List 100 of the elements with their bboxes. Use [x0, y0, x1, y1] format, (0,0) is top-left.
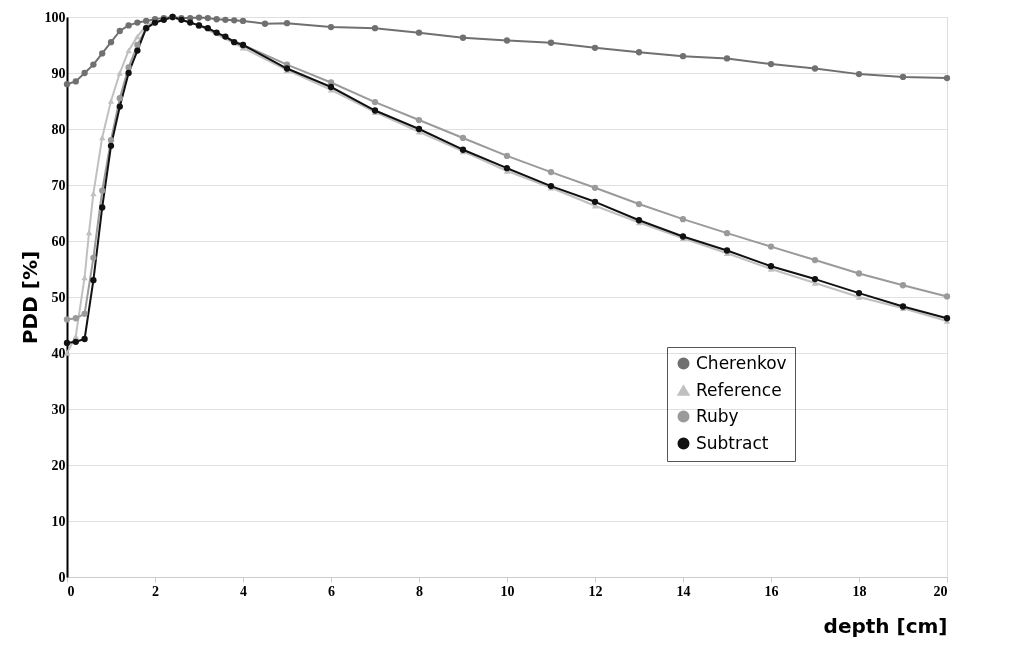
- point: [283, 20, 291, 27]
- y-tick-label: 80: [51, 121, 66, 137]
- point: [125, 22, 132, 29]
- point: [63, 316, 71, 323]
- x-tick-label: 16: [764, 583, 779, 599]
- point: [723, 230, 731, 237]
- point: [116, 27, 123, 35]
- point: [222, 16, 229, 23]
- point: [327, 83, 335, 91]
- point: [90, 277, 97, 284]
- point: [63, 81, 71, 88]
- point: [943, 293, 951, 300]
- point: [81, 335, 88, 343]
- y-tick-label: 90: [51, 65, 66, 81]
- y-tick-label: 40: [51, 345, 66, 361]
- point: [99, 187, 106, 194]
- x-tick-label: 12: [588, 583, 603, 599]
- point: [679, 216, 687, 223]
- point: [116, 70, 123, 76]
- point: [116, 103, 123, 110]
- point: [591, 198, 599, 205]
- x-tick-label: 10: [500, 583, 515, 599]
- point: [855, 289, 863, 297]
- point: [134, 47, 141, 54]
- point: [107, 39, 115, 46]
- point: [81, 69, 88, 77]
- legend-label: Reference: [696, 379, 782, 400]
- point: [213, 29, 220, 36]
- point: [899, 282, 907, 289]
- point: [371, 98, 379, 106]
- legend-label: Subtract: [696, 432, 769, 453]
- point: [204, 14, 211, 22]
- point: [503, 37, 511, 44]
- y-tick-label: 50: [51, 289, 66, 305]
- point: [635, 49, 643, 56]
- point: [231, 39, 238, 46]
- point: [459, 134, 467, 142]
- point: [371, 25, 379, 32]
- point: [125, 47, 132, 54]
- point: [107, 137, 115, 144]
- x-tick-label: 8: [416, 583, 423, 599]
- point: [679, 53, 687, 60]
- point: [99, 50, 106, 57]
- y-tick-label: 20: [51, 457, 66, 473]
- point: [415, 29, 423, 36]
- point: [90, 61, 97, 68]
- point: [767, 243, 775, 250]
- point: [547, 168, 555, 176]
- point: [85, 229, 93, 236]
- point: [261, 20, 269, 27]
- x-axis-title: depth [cm]: [823, 613, 948, 638]
- x-tick-label: 14: [676, 583, 691, 599]
- point: [125, 64, 132, 71]
- point: [855, 70, 863, 78]
- point: [213, 16, 220, 23]
- point: [459, 34, 467, 41]
- y-tick-label: 0: [58, 569, 66, 585]
- point: [143, 17, 150, 25]
- y-tick-label: 60: [51, 233, 66, 249]
- point: [107, 98, 115, 104]
- point: [72, 315, 79, 322]
- point: [204, 25, 211, 32]
- point: [327, 23, 335, 31]
- point: [591, 44, 599, 51]
- point: [134, 19, 141, 26]
- y-tick-label: 70: [51, 177, 66, 193]
- point: [90, 254, 97, 261]
- point: [811, 256, 819, 264]
- point: [187, 19, 194, 26]
- y-tick-label: 10: [51, 513, 66, 529]
- point: [635, 200, 643, 208]
- point: [72, 338, 79, 345]
- point: [415, 116, 423, 124]
- y-axis-title: PDD [%]: [17, 250, 42, 345]
- x-tick-label: 2: [152, 583, 159, 599]
- legend-label: Ruby: [696, 405, 739, 426]
- point: [767, 60, 775, 68]
- point: [125, 69, 132, 77]
- x-tick-label: 18: [852, 583, 867, 599]
- point: [591, 184, 599, 191]
- x-tick-label: 20: [933, 583, 948, 599]
- point: [72, 78, 79, 85]
- point: [81, 310, 88, 317]
- point: [855, 270, 863, 277]
- point: [723, 55, 731, 62]
- point: [415, 125, 423, 133]
- y-tick-label: 100: [44, 9, 66, 25]
- point: [811, 65, 819, 72]
- point: [99, 204, 106, 211]
- point: [63, 339, 71, 347]
- point: [899, 73, 907, 81]
- point: [547, 39, 555, 46]
- point: [503, 152, 511, 160]
- point: [239, 17, 247, 25]
- y-tick-label: 30: [51, 401, 66, 417]
- legend-label: Cherenkov: [696, 352, 787, 373]
- point: [116, 95, 123, 102]
- point: [195, 14, 203, 21]
- point: [811, 275, 819, 283]
- x-tick-label: 4: [240, 583, 247, 599]
